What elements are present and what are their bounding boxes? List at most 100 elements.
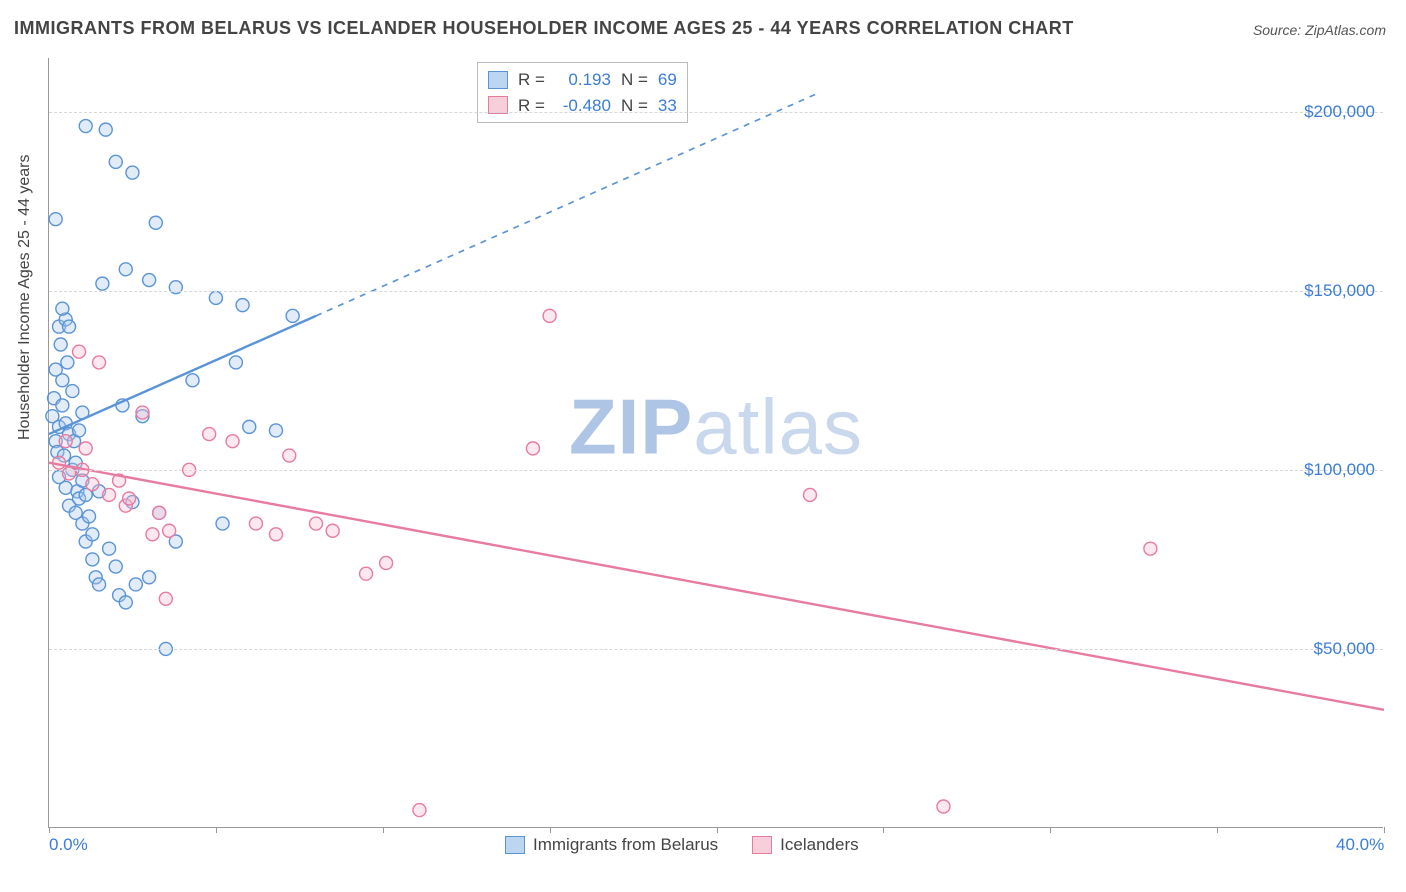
r-label: R = [518, 93, 545, 119]
data-point [543, 309, 556, 322]
data-point [103, 542, 116, 555]
regression-line [49, 463, 1384, 710]
data-point [83, 510, 96, 523]
data-point [326, 524, 339, 537]
x-tick-label: 40.0% [1336, 835, 1384, 855]
data-point [269, 528, 282, 541]
data-point [226, 435, 239, 448]
x-tick [1217, 827, 1218, 833]
data-point [66, 385, 79, 398]
data-point [209, 291, 222, 304]
x-tick [717, 827, 718, 833]
swatch-blue-icon [505, 836, 525, 854]
data-point [96, 277, 109, 290]
data-point [129, 578, 142, 591]
data-point [99, 123, 112, 136]
regression-line [49, 316, 316, 434]
swatch-pink-icon [752, 836, 772, 854]
data-point [93, 356, 106, 369]
y-tick-label: $200,000 [1304, 102, 1375, 122]
data-point [216, 517, 229, 530]
bottom-legend: Immigrants from Belarus Icelanders [505, 835, 859, 855]
data-point [136, 406, 149, 419]
correlation-row-icelanders: R = -0.480 N = 33 [488, 93, 677, 119]
data-point [937, 800, 950, 813]
data-point [360, 567, 373, 580]
data-point [63, 320, 76, 333]
data-point [86, 478, 99, 491]
x-tick-label: 0.0% [49, 835, 88, 855]
y-tick-label: $150,000 [1304, 281, 1375, 301]
data-point [103, 488, 116, 501]
x-tick [49, 827, 50, 833]
data-point [286, 309, 299, 322]
gridline [49, 470, 1383, 471]
x-tick [216, 827, 217, 833]
data-point [73, 424, 86, 437]
chart-title: IMMIGRANTS FROM BELARUS VS ICELANDER HOU… [14, 18, 1074, 39]
data-point [56, 374, 69, 387]
n-value-icelanders: 33 [658, 93, 677, 119]
n-label: N = [621, 93, 648, 119]
data-point [61, 356, 74, 369]
legend-label-belarus: Immigrants from Belarus [533, 835, 718, 855]
r-label: R = [518, 67, 545, 93]
legend-item-belarus: Immigrants from Belarus [505, 835, 718, 855]
legend-item-icelanders: Icelanders [752, 835, 858, 855]
data-point [79, 120, 92, 133]
y-axis-title: Householder Income Ages 25 - 44 years [16, 155, 34, 441]
scatter-svg [49, 58, 1383, 827]
data-point [123, 492, 136, 505]
r-value-icelanders: -0.480 [555, 93, 611, 119]
data-point [243, 420, 256, 433]
r-value-belarus: 0.193 [555, 67, 611, 93]
data-point [49, 213, 62, 226]
data-point [803, 488, 816, 501]
data-point [56, 302, 69, 315]
data-point [86, 528, 99, 541]
data-point [380, 556, 393, 569]
data-point [149, 216, 162, 229]
data-point [1144, 542, 1157, 555]
x-tick [383, 827, 384, 833]
data-point [146, 528, 159, 541]
n-label: N = [621, 67, 648, 93]
data-point [203, 428, 216, 441]
data-point [229, 356, 242, 369]
data-point [283, 449, 296, 462]
data-point [93, 578, 106, 591]
data-point [73, 345, 86, 358]
data-point [143, 274, 156, 287]
data-point [413, 804, 426, 817]
legend-label-icelanders: Icelanders [780, 835, 858, 855]
correlation-row-belarus: R = 0.193 N = 69 [488, 67, 677, 93]
regression-line [316, 94, 817, 316]
data-point [54, 338, 67, 351]
y-tick-label: $50,000 [1314, 639, 1375, 659]
data-point [126, 166, 139, 179]
swatch-blue-icon [488, 71, 508, 89]
gridline [49, 291, 1383, 292]
x-tick [1384, 827, 1385, 833]
data-point [79, 442, 92, 455]
gridline [49, 112, 1383, 113]
x-tick [883, 827, 884, 833]
x-tick [550, 827, 551, 833]
correlation-legend: R = 0.193 N = 69 R = -0.480 N = 33 [477, 62, 688, 123]
data-point [119, 263, 132, 276]
data-point [186, 374, 199, 387]
n-value-belarus: 69 [658, 67, 677, 93]
data-point [249, 517, 262, 530]
data-point [109, 155, 122, 168]
data-point [109, 560, 122, 573]
data-point [56, 399, 69, 412]
y-tick-label: $100,000 [1304, 460, 1375, 480]
x-tick [1050, 827, 1051, 833]
source-label: Source: ZipAtlas.com [1253, 22, 1386, 38]
data-point [159, 592, 172, 605]
data-point [310, 517, 323, 530]
data-point [153, 506, 166, 519]
data-point [236, 299, 249, 312]
gridline [49, 649, 1383, 650]
data-point [59, 435, 72, 448]
